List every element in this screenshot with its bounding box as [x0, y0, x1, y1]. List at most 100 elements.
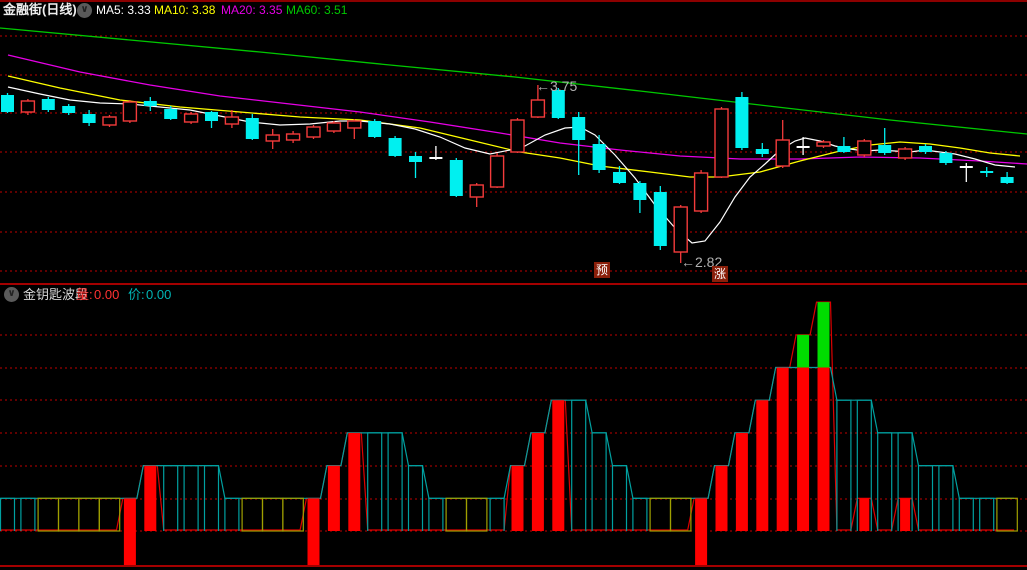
indicator-bar-teal	[836, 399, 852, 531]
chevron-down-icon[interactable]: ∨	[4, 287, 19, 302]
indicator-bar-teal	[856, 399, 872, 531]
candle-body-down	[551, 90, 565, 118]
candle-body-up	[510, 119, 525, 153]
indicator-bar-red	[756, 400, 769, 531]
low-price-annotation: ←2.82	[681, 254, 723, 270]
candle-body-down	[919, 146, 932, 152]
candle-body-up	[775, 139, 790, 167]
candle-body-down	[409, 156, 422, 162]
indicator-bar-teal	[979, 497, 995, 531]
candle-body-up	[673, 206, 688, 253]
indicator-bar-teal	[489, 497, 505, 531]
ma20-label: MA20: 3.35	[221, 3, 283, 17]
indicator-bar-teal	[163, 465, 179, 531]
indicator-bar-red	[817, 367, 830, 531]
candle-body-down	[653, 192, 667, 246]
indicator-bar-teal	[407, 465, 424, 531]
indicator-bar-green	[797, 334, 810, 368]
indicator-bar-green	[817, 302, 830, 368]
candle-body-down	[755, 149, 769, 154]
indicator-bar-red	[735, 432, 748, 531]
indicator-inner-red-bar	[900, 498, 911, 531]
indicator-bar-olive	[996, 497, 1018, 532]
indicator-bar-red	[552, 400, 565, 531]
candle-body-up	[285, 133, 301, 141]
indicator-bar-red	[144, 465, 157, 531]
candle-body-up	[530, 99, 546, 118]
candle-body-down	[592, 144, 606, 170]
candle-body-down	[205, 112, 218, 121]
candle-body-down	[878, 145, 892, 153]
indicator-bar-teal	[387, 432, 403, 531]
volume-label: 量:	[76, 287, 93, 302]
candle-body-down	[613, 172, 626, 183]
candle-body-up	[265, 134, 280, 142]
indicator-bar-teal	[611, 465, 628, 531]
candle-body-down	[633, 183, 647, 200]
indicator-bar-olive	[649, 497, 672, 532]
indicator-bar-olive	[241, 497, 264, 532]
indicator-bar-teal	[897, 432, 913, 531]
ma5-label: MA5: 3.33	[96, 3, 151, 17]
indicator-bar-teal	[591, 432, 607, 531]
candle-body-up	[347, 120, 362, 129]
candle-body-up	[693, 172, 709, 212]
candle-body-down	[388, 138, 402, 156]
candle-body-down	[939, 153, 953, 163]
candle-body-down	[572, 117, 586, 140]
ma60-line	[0, 27, 1027, 135]
candle-body-up	[326, 122, 342, 132]
indicator-bar-olive	[669, 497, 692, 532]
indicator-bar-teal	[428, 497, 444, 531]
indicator-bar-teal	[224, 497, 240, 531]
candle-body-up	[224, 116, 240, 125]
candle-body-up	[102, 116, 117, 126]
indicator-bar-red	[511, 465, 524, 531]
indicator-bar-olive	[282, 497, 304, 532]
candle-body-up	[857, 140, 872, 156]
panel2-title: 金钥匙波段	[23, 287, 89, 302]
forecast-badge: 预	[594, 262, 610, 278]
chevron-down-icon[interactable]: ∨	[77, 3, 92, 18]
indicator-bar-red	[797, 367, 810, 531]
indicator-bar-teal	[958, 497, 974, 531]
candle-body-down	[1000, 177, 1014, 183]
candle-body-up	[897, 148, 913, 159]
candle-body-up	[469, 184, 484, 198]
panel1-title: 金融街(日线)	[3, 2, 77, 17]
candle-body-up	[122, 101, 138, 122]
indicator-bar-olive	[261, 497, 284, 532]
indicator-bar-olive	[78, 497, 100, 532]
indicator-bar-teal	[938, 465, 954, 531]
indicator-bar-teal	[183, 465, 199, 531]
ma10-line	[7, 75, 1021, 178]
rise-badge: 涨	[712, 266, 728, 282]
candle-body-up	[489, 155, 505, 188]
ma5-line	[7, 86, 1016, 244]
indicator-bar-teal	[917, 465, 934, 531]
indicator-bar-teal	[367, 432, 383, 531]
candle-body-down	[368, 121, 382, 137]
candle-body-down	[41, 99, 55, 110]
candle-body-down	[837, 146, 851, 152]
volume-value: 0.00	[94, 287, 120, 302]
indicator-bar-olive	[465, 497, 488, 532]
ma60-label: MA60: 3.51	[286, 3, 348, 17]
candle-body-down	[62, 106, 76, 113]
price-label: 价:	[128, 287, 145, 302]
candle-body-down	[449, 160, 463, 196]
candle-body-down	[164, 109, 178, 119]
indicator-bar-red	[123, 498, 136, 565]
candle-body-down	[82, 114, 96, 123]
candle-body-down	[245, 118, 259, 139]
candle-body-up	[20, 100, 36, 113]
indicator-bar-red	[348, 432, 361, 531]
candle-body-up	[183, 113, 199, 123]
candle-body-down	[980, 171, 994, 173]
indicator-inner-red-bar	[859, 498, 870, 531]
candle-body-down	[1, 95, 14, 112]
high-price-annotation: ←3.75	[536, 78, 578, 94]
price-value: 0.00	[146, 287, 172, 302]
